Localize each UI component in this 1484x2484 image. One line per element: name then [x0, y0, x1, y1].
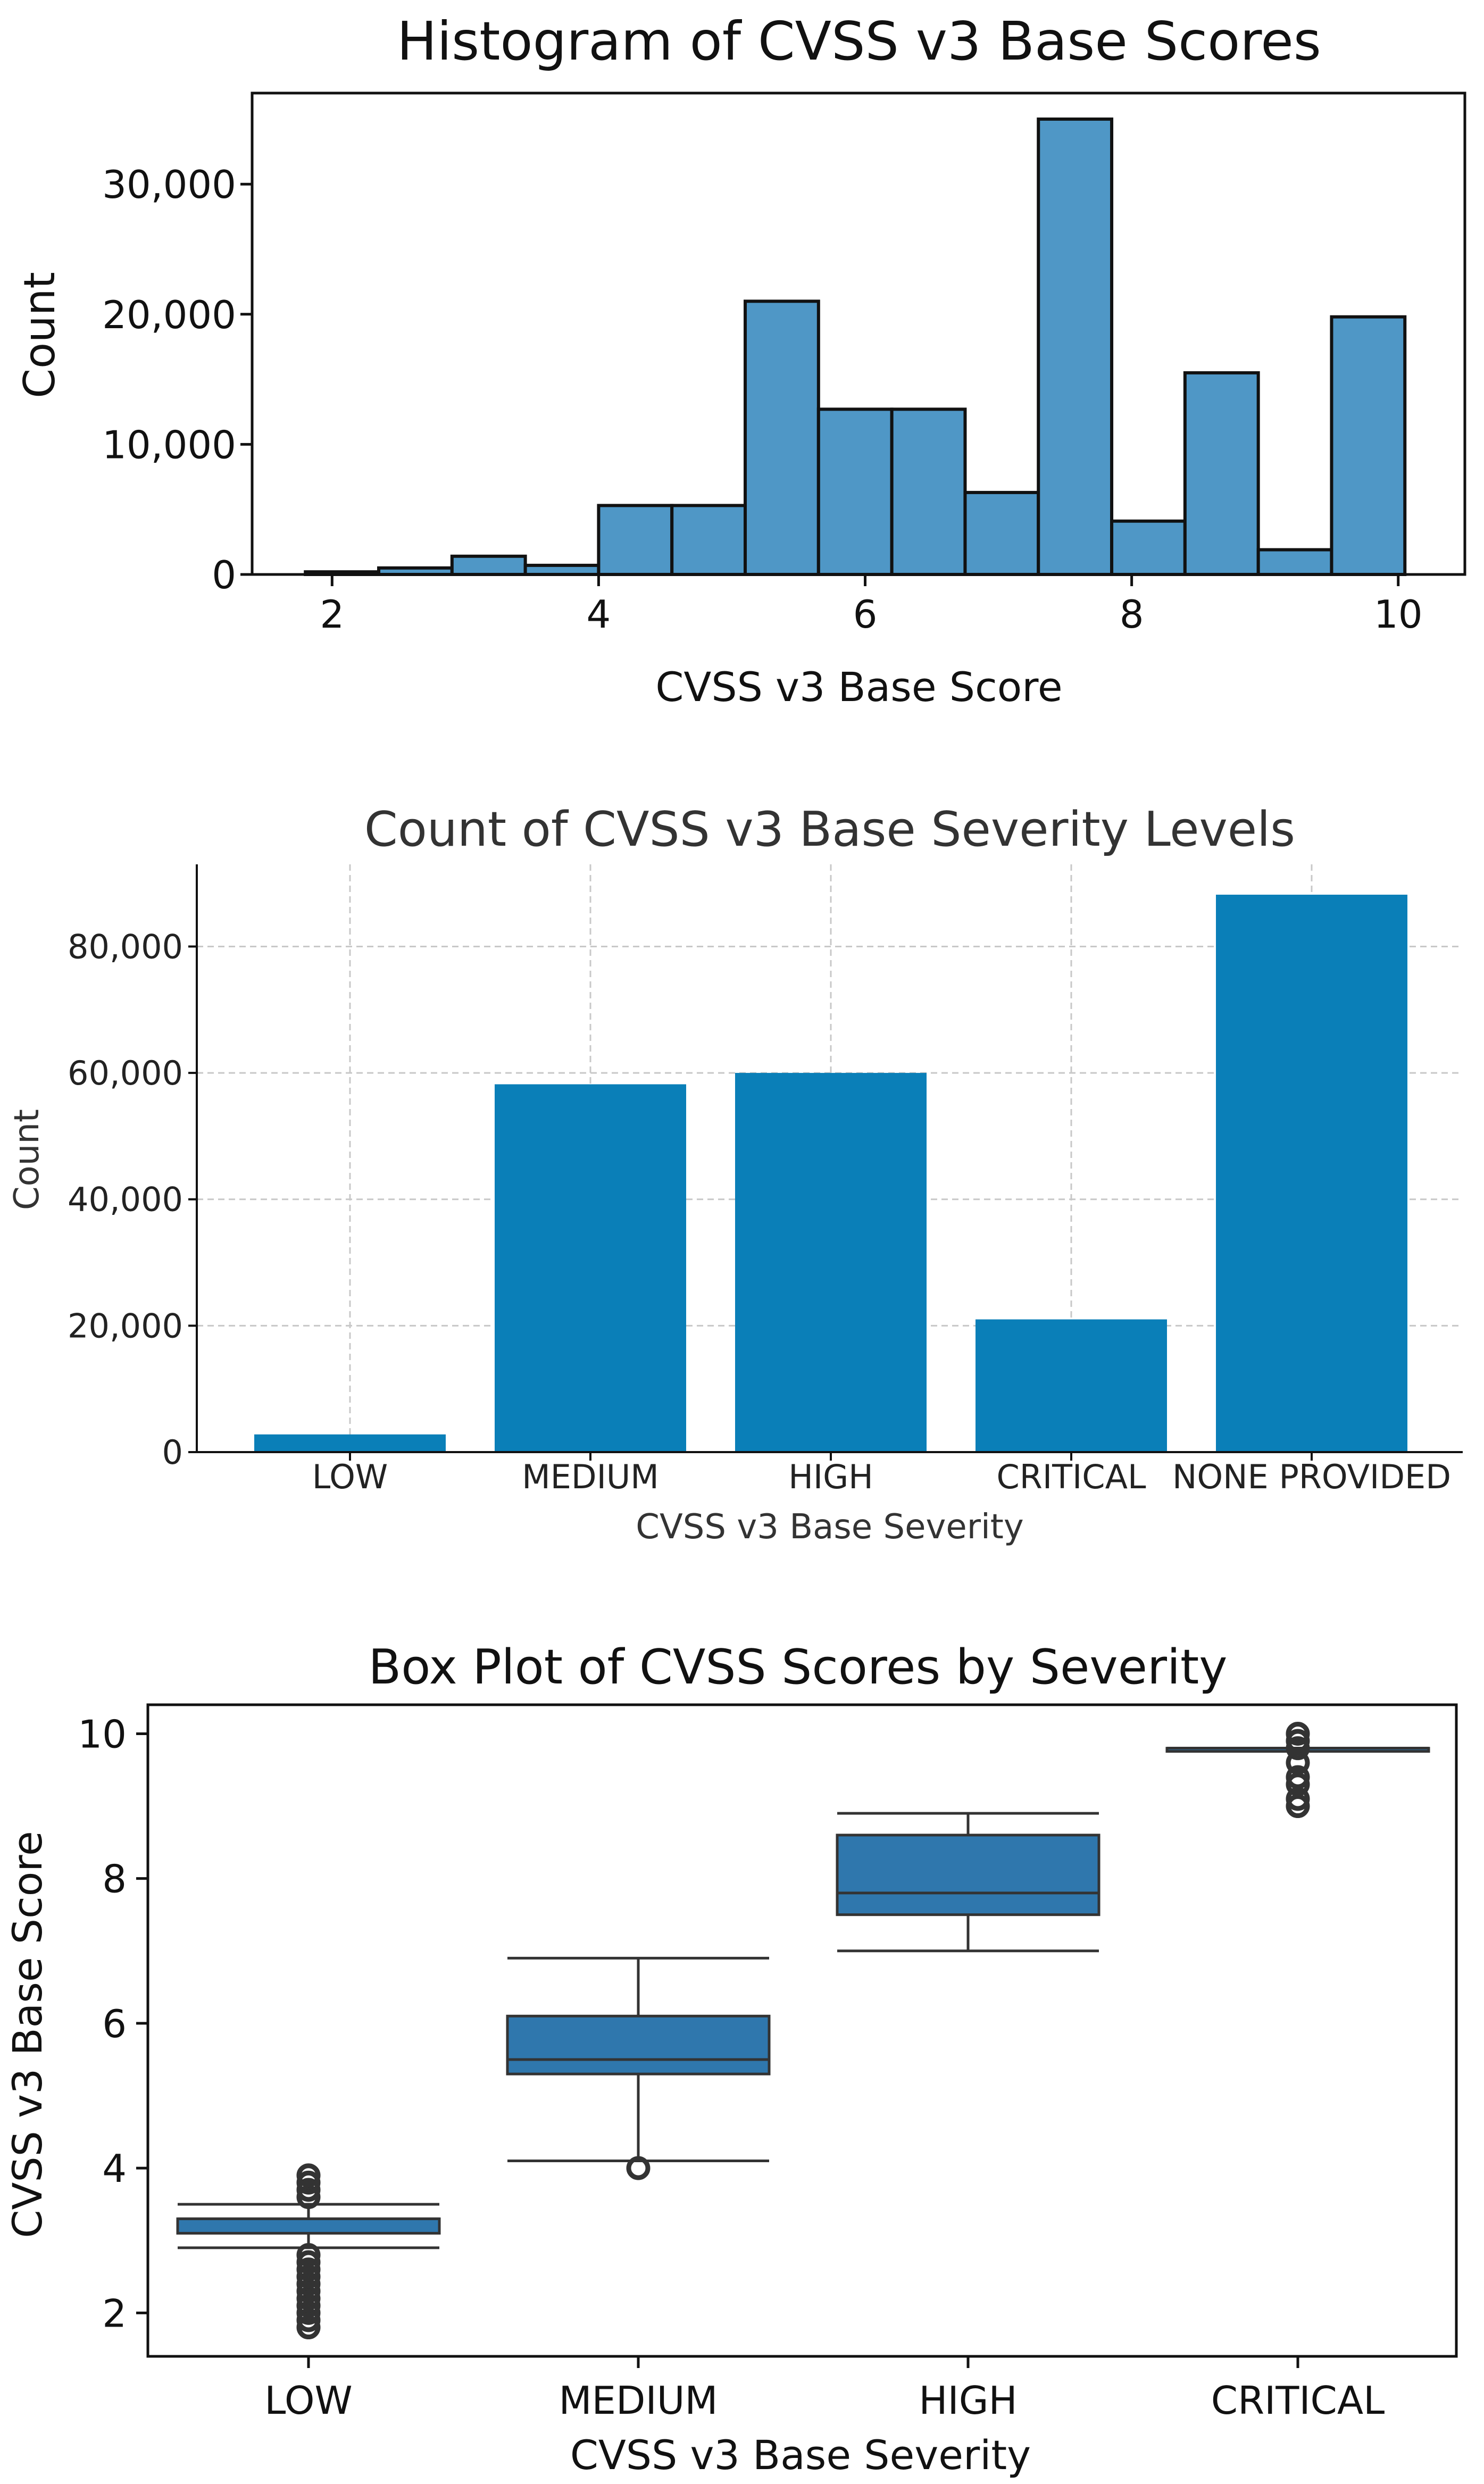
box-plot-title: Box Plot of CVSS Scores by Severity	[368, 1639, 1227, 1695]
histogram-chart: Histogram of CVSS v3 Base Scores 2 4 6 8 10 …	[15, 10, 1466, 711]
box-plot-x-tick-label: CRITICAL	[1211, 2378, 1385, 2423]
histogram-x-ticks: 2 4 6 8 10	[320, 574, 1423, 637]
box-plot-outlier-critical	[1286, 1751, 1310, 1775]
severity-count-y-tick-label: 20,000	[68, 1306, 183, 1345]
box-plot-outlier-low	[296, 2264, 321, 2289]
box-plot-axes-frame	[146, 1703, 1458, 2358]
histogram-bar-12	[1183, 371, 1260, 576]
box-plot-outlier-low	[296, 2272, 321, 2296]
histogram-title: Histogram of CVSS v3 Base Scores	[397, 10, 1321, 72]
box-plot-outlier-low	[296, 2170, 321, 2195]
box-plot-outlier-low	[296, 2185, 321, 2210]
histogram-bar-11	[1110, 519, 1187, 576]
box-plot-box-low	[176, 2217, 441, 2235]
box-plot-outlier-low	[296, 2286, 321, 2311]
severity-count-bar-critical	[976, 1319, 1167, 1452]
severity-count-chart: Count of CVSS v3 Base Severity Levels LO…	[7, 802, 1463, 1547]
histogram-bar-9	[963, 490, 1040, 576]
histogram-bar-6	[744, 299, 820, 576]
box-plot-outlier-low	[296, 2294, 321, 2318]
box-plot-x-tick-label: MEDIUM	[558, 2378, 718, 2423]
box-plot-box-high	[836, 1833, 1101, 1916]
box-plot-y-tick-label: 6	[102, 2002, 127, 2046]
histogram-y-tick-label: 10,000	[102, 422, 236, 467]
severity-count-title: Count of CVSS v3 Base Severity Levels	[364, 802, 1295, 857]
histogram-bar-2	[450, 554, 527, 576]
histogram-x-tick-label: 2	[320, 592, 344, 637]
severity-count-bar-low	[254, 1434, 446, 1452]
box-plot-x-ticks: LOW MEDIUM HIGH CRITICAL	[264, 2356, 1385, 2423]
box-plot-outlier-low	[296, 2300, 321, 2325]
box-plot-outlier-low	[296, 2279, 321, 2303]
box-plot-outlier-critical	[1286, 1721, 1310, 1746]
severity-count-y-tick-label: 80,000	[68, 927, 183, 966]
severity-count-x-tick-label: MEDIUM	[522, 1457, 659, 1496]
box-plot-outlier-critical	[1286, 1736, 1310, 1761]
box-plot-x-tick-label: HIGH	[919, 2378, 1017, 2423]
severity-count-x-tick-label: CRITICAL	[996, 1457, 1146, 1496]
histogram-x-axis-label: CVSS v3 Base Score	[655, 663, 1062, 711]
severity-count-y-axis-label: Count	[7, 1109, 47, 1210]
severity-count-x-ticks: LOW MEDIUM HIGH CRITICAL NONE PROVIDED	[312, 1452, 1451, 1496]
box-plot-y-ticks: 2 4 6 8 10	[78, 1712, 148, 2336]
box-plot-boxes	[176, 1721, 1430, 2340]
severity-count-x-axis-label: CVSS v3 Base Severity	[636, 1507, 1024, 1547]
severity-count-x-tick-label: HIGH	[788, 1457, 873, 1496]
box-plot-x-tick-label: LOW	[264, 2378, 352, 2423]
histogram-bar-7	[816, 407, 894, 576]
severity-count-bars	[254, 895, 1407, 1452]
histogram-x-tick-label: 10	[1374, 592, 1423, 637]
box-plot-y-tick-label: 8	[102, 1857, 127, 1902]
histogram-bar-4	[597, 504, 674, 576]
box-plot-outlier-low	[296, 2315, 321, 2340]
histogram-y-tick-label: 20,000	[102, 293, 236, 337]
box-plot-box-medium	[506, 2014, 771, 2075]
histogram-bar-5	[670, 504, 747, 576]
box-plot-outlier-low	[296, 2243, 321, 2267]
histogram-bar-13	[1256, 548, 1333, 576]
box-plot-outlier-critical	[1286, 1729, 1310, 1753]
severity-count-x-tick-label: NONE PROVIDED	[1172, 1457, 1451, 1496]
histogram-y-axis-label: Count	[15, 272, 64, 398]
box-plot-y-axis-label: CVSS v3 Base Score	[4, 1831, 51, 2238]
histogram-y-tick-label: 30,000	[102, 162, 236, 207]
box-plot-outlier-low	[296, 2257, 321, 2282]
box-plot-outlier-critical	[1286, 1772, 1310, 1797]
histogram-x-tick-label: 4	[587, 592, 611, 637]
box-plot-outlier-low	[296, 2308, 321, 2332]
severity-count-y-ticks: 0 20,000 40,000 60,000 80,000	[68, 927, 197, 1472]
box-plot-outlier-critical	[1286, 1765, 1310, 1789]
box-plot-y-tick-label: 2	[102, 2291, 127, 2336]
histogram-bar-8	[890, 407, 967, 576]
severity-count-bar-high	[735, 1073, 927, 1452]
box-plot-outlier-medium	[626, 2156, 651, 2180]
histogram-bar-3	[523, 563, 601, 577]
box-plot-x-axis-label: CVSS v3 Base Severity	[570, 2431, 1031, 2479]
box-plot-y-tick-label: 10	[78, 1712, 127, 1756]
histogram-x-tick-label: 6	[853, 592, 878, 637]
histogram-axes-frame	[251, 91, 1466, 576]
histogram-x-tick-label: 8	[1120, 592, 1144, 637]
box-plot-outlier-low	[296, 2250, 321, 2274]
box-plot-outlier-critical	[1286, 1794, 1310, 1819]
severity-count-bar-medium	[495, 1084, 686, 1452]
severity-count-bar-none-provided	[1216, 895, 1407, 1452]
severity-count-x-tick-label: LOW	[312, 1457, 388, 1496]
severity-count-y-tick-label: 0	[162, 1433, 183, 1472]
box-plot-outlier-low	[296, 2178, 321, 2202]
box-plot-y-tick-label: 4	[102, 2146, 127, 2191]
box-plot-outlier-low	[296, 2163, 321, 2188]
histogram-y-tick-label: 0	[212, 553, 236, 597]
histogram-bar-10	[1037, 117, 1114, 576]
severity-count-y-tick-label: 60,000	[68, 1054, 183, 1093]
box-plot-outlier-critical	[1286, 1787, 1310, 1811]
histogram-bars	[304, 117, 1407, 577]
severity-count-y-tick-label: 40,000	[68, 1180, 183, 1219]
histogram-bar-14	[1330, 315, 1407, 576]
histogram-y-ticks: 0 10,000 20,000 30,000	[102, 162, 252, 597]
box-plot-chart: Box Plot of CVSS Scores by Severity LOW M…	[4, 1639, 1458, 2479]
